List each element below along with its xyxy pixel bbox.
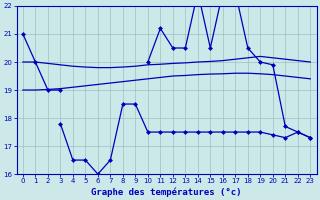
X-axis label: Graphe des températures (°c): Graphe des températures (°c)	[91, 187, 242, 197]
